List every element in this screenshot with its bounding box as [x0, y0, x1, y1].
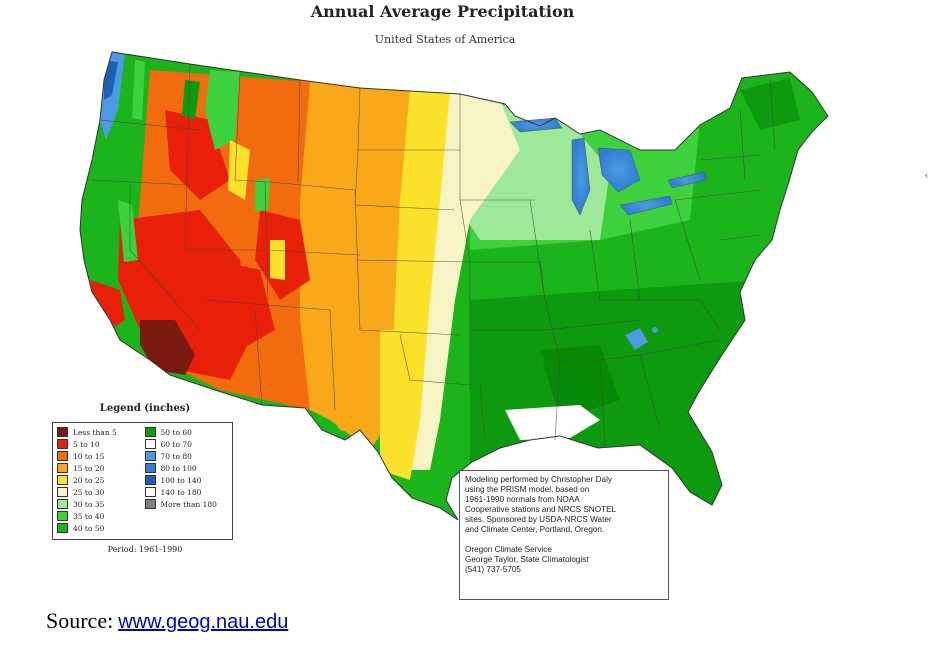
- legend-label: 140 to 180: [160, 487, 202, 497]
- legend-swatch: [57, 499, 68, 509]
- legend-label: 20 to 25: [73, 475, 105, 485]
- legend-title: Legend (inches): [99, 403, 191, 414]
- credit-line: Cooperative stations and NRCS SNOTEL: [465, 505, 617, 514]
- legend-swatch: [144, 475, 156, 485]
- legend-swatch: [57, 427, 68, 437]
- legend-item: 35 to 40: [57, 510, 141, 522]
- source-label: Source:: [46, 608, 114, 633]
- legend-period: Period: 1961-1990: [107, 545, 183, 554]
- legend-item: 5 to 10: [57, 438, 141, 450]
- legend-label: 100 to 140: [160, 475, 202, 485]
- legend-label: 50 to 60: [160, 427, 192, 437]
- great-lakes: [509, 117, 707, 216]
- map-subtitle: United States of America: [374, 33, 516, 46]
- credit-line: (541) 737-5705: [465, 565, 521, 574]
- legend-item: 30 to 35: [57, 498, 141, 510]
- legend-item: 20 to 25: [57, 474, 141, 486]
- legend-item: 70 to 80: [144, 450, 229, 462]
- legend-swatch: [144, 499, 156, 509]
- legend-item: Less than 5: [57, 426, 141, 438]
- source-link[interactable]: www.geog.nau.edu: [118, 611, 289, 633]
- legend-item: 25 to 30: [57, 486, 141, 498]
- legend-swatch: [57, 451, 68, 461]
- legend-label: 60 to 70: [160, 439, 192, 449]
- legend-label: 35 to 40: [73, 511, 105, 521]
- legend-swatch: [144, 439, 156, 449]
- legend-item: 50 to 60: [144, 426, 229, 438]
- legend-label: 5 to 10: [73, 439, 100, 449]
- legend-label: 30 to 35: [73, 499, 105, 509]
- credit-line: using the PRISM model, based on: [465, 485, 590, 494]
- legend-label: 70 to 80: [160, 451, 192, 461]
- legend-swatch: [144, 427, 156, 437]
- state-boundaries: [91, 63, 776, 449]
- legend-item: 140 to 180: [144, 486, 229, 498]
- legend-item: 60 to 70: [144, 438, 229, 450]
- legend-label: 40 to 50: [73, 523, 105, 533]
- precipitation-zones: [80, 52, 828, 520]
- legend-label: 10 to 15: [73, 451, 105, 461]
- map-title: Annual Average Precipitation: [310, 2, 575, 21]
- credit-spacer: [465, 535, 663, 545]
- credit-line: Oregon Climate Service: [465, 545, 552, 554]
- legend: Less than 5 5 to 10 10 to 15 15 to 20 20 to …: [52, 422, 233, 540]
- edge-mark: ‹: [925, 170, 928, 180]
- credit-line: 1961-1990 normals from NOAA: [465, 495, 580, 504]
- legend-swatch: [57, 511, 68, 521]
- credit-line: Modeling performed by Christopher Daly: [465, 475, 612, 484]
- legend-swatch: [57, 475, 68, 485]
- legend-label: 80 to 100: [160, 463, 197, 473]
- credit-line: sites. Sponsored by USDA-NRCS Water: [465, 515, 612, 524]
- credit-line: and Climate Center, Portland, Oregon.: [465, 525, 605, 534]
- legend-label: Less than 5: [73, 427, 117, 437]
- legend-swatch: [57, 439, 68, 449]
- legend-item: 40 to 50: [57, 522, 141, 534]
- legend-item: 100 to 140: [144, 474, 229, 486]
- legend-swatch: [144, 451, 156, 461]
- legend-item: 15 to 20: [57, 462, 141, 474]
- legend-swatch: [57, 523, 68, 533]
- legend-label: 25 to 30: [73, 487, 105, 497]
- legend-label: More than 180: [160, 499, 217, 509]
- legend-label: 15 to 20: [73, 463, 105, 473]
- credit-line: George Taylor, State Climatologist: [465, 555, 589, 564]
- legend-item: 10 to 15: [57, 450, 141, 462]
- legend-swatch: [144, 487, 156, 497]
- legend-swatch: [144, 463, 156, 473]
- legend-item: 80 to 100: [144, 462, 229, 474]
- legend-item: More than 180: [144, 498, 229, 510]
- credits-box: Modeling performed by Christopher Daly us…: [459, 470, 669, 600]
- legend-swatch: [57, 463, 68, 473]
- legend-swatch: [57, 487, 68, 497]
- source-line: Source: www.geog.nau.edu: [46, 608, 288, 634]
